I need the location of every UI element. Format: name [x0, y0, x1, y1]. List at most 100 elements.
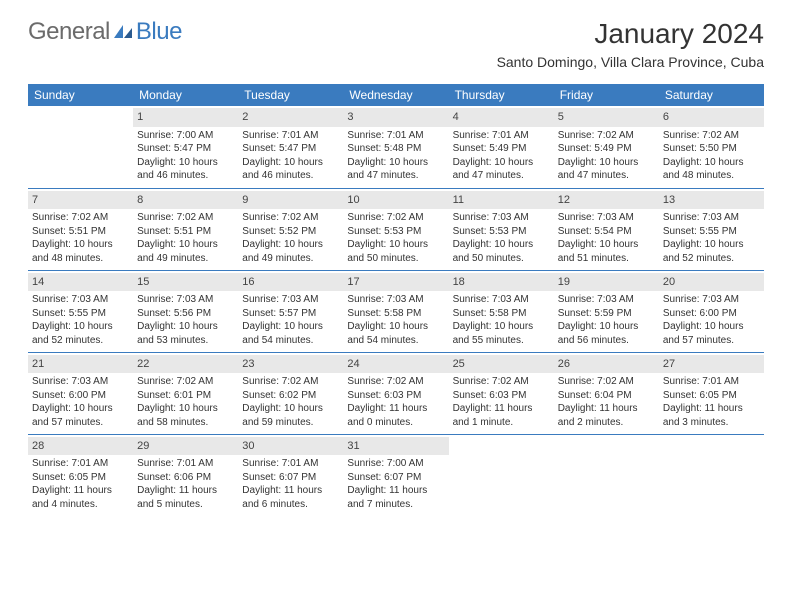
calendar-cell: 12Sunrise: 7:03 AMSunset: 5:54 PMDayligh…: [554, 188, 659, 270]
daylight-text: Daylight: 10 hours and 53 minutes.: [137, 320, 234, 347]
sunrise-text: Sunrise: 7:03 AM: [558, 211, 655, 225]
sunset-text: Sunset: 5:55 PM: [32, 307, 129, 321]
daylight-text: Daylight: 11 hours and 1 minute.: [453, 402, 550, 429]
calendar-cell: 7Sunrise: 7:02 AMSunset: 5:51 PMDaylight…: [28, 188, 133, 270]
daylight-text: Daylight: 10 hours and 54 minutes.: [242, 320, 339, 347]
logo-text-general: General: [28, 18, 110, 46]
sunset-text: Sunset: 5:56 PM: [137, 307, 234, 321]
calendar-week: 14Sunrise: 7:03 AMSunset: 5:55 PMDayligh…: [28, 270, 764, 352]
day-number: 29: [133, 437, 238, 456]
calendar-cell: 1Sunrise: 7:00 AMSunset: 5:47 PMDaylight…: [133, 106, 238, 188]
day-number: 30: [238, 437, 343, 456]
calendar-cell: 2Sunrise: 7:01 AMSunset: 5:47 PMDaylight…: [238, 106, 343, 188]
daylight-text: Daylight: 11 hours and 4 minutes.: [32, 484, 129, 511]
sunset-text: Sunset: 5:53 PM: [453, 225, 550, 239]
logo-sail-icon: [112, 24, 134, 40]
calendar-cell: 28Sunrise: 7:01 AMSunset: 6:05 PMDayligh…: [28, 434, 133, 516]
daylight-text: Daylight: 10 hours and 59 minutes.: [242, 402, 339, 429]
calendar-cell: 19Sunrise: 7:03 AMSunset: 5:59 PMDayligh…: [554, 270, 659, 352]
sunset-text: Sunset: 5:47 PM: [137, 142, 234, 156]
month-title: January 2024: [497, 18, 764, 50]
sunrise-text: Sunrise: 7:03 AM: [453, 211, 550, 225]
sunrise-text: Sunrise: 7:01 AM: [137, 457, 234, 471]
sunrise-text: Sunrise: 7:02 AM: [242, 211, 339, 225]
daylight-text: Daylight: 11 hours and 7 minutes.: [347, 484, 444, 511]
daylight-text: Daylight: 10 hours and 48 minutes.: [32, 238, 129, 265]
sunrise-text: Sunrise: 7:00 AM: [347, 457, 444, 471]
sunrise-text: Sunrise: 7:00 AM: [137, 129, 234, 143]
day-number: 4: [449, 108, 554, 127]
day-number: 22: [133, 355, 238, 374]
daylight-text: Daylight: 10 hours and 49 minutes.: [242, 238, 339, 265]
sunset-text: Sunset: 6:04 PM: [558, 389, 655, 403]
sunrise-text: Sunrise: 7:02 AM: [663, 129, 760, 143]
daylight-text: Daylight: 10 hours and 52 minutes.: [32, 320, 129, 347]
day-number: 18: [449, 273, 554, 292]
sunset-text: Sunset: 5:53 PM: [347, 225, 444, 239]
daylight-text: Daylight: 10 hours and 58 minutes.: [137, 402, 234, 429]
daylight-text: Daylight: 10 hours and 49 minutes.: [137, 238, 234, 265]
calendar-cell: 4Sunrise: 7:01 AMSunset: 5:49 PMDaylight…: [449, 106, 554, 188]
calendar-cell: 17Sunrise: 7:03 AMSunset: 5:58 PMDayligh…: [343, 270, 448, 352]
daylight-text: Daylight: 10 hours and 52 minutes.: [663, 238, 760, 265]
day-number: 12: [554, 191, 659, 210]
day-number: 23: [238, 355, 343, 374]
daylight-text: Daylight: 10 hours and 47 minutes.: [453, 156, 550, 183]
day-number: 28: [28, 437, 133, 456]
day-number: 9: [238, 191, 343, 210]
day-number: 8: [133, 191, 238, 210]
daylight-text: Daylight: 11 hours and 2 minutes.: [558, 402, 655, 429]
calendar-cell: 31Sunrise: 7:00 AMSunset: 6:07 PMDayligh…: [343, 434, 448, 516]
daylight-text: Daylight: 10 hours and 57 minutes.: [663, 320, 760, 347]
sunrise-text: Sunrise: 7:01 AM: [32, 457, 129, 471]
calendar-cell: 20Sunrise: 7:03 AMSunset: 6:00 PMDayligh…: [659, 270, 764, 352]
calendar-cell: 21Sunrise: 7:03 AMSunset: 6:00 PMDayligh…: [28, 352, 133, 434]
weekday-header: Saturday: [659, 84, 764, 106]
calendar-head: SundayMondayTuesdayWednesdayThursdayFrid…: [28, 84, 764, 106]
calendar-cell: [28, 106, 133, 188]
sunset-text: Sunset: 5:59 PM: [558, 307, 655, 321]
sunrise-text: Sunrise: 7:02 AM: [137, 211, 234, 225]
daylight-text: Daylight: 11 hours and 5 minutes.: [137, 484, 234, 511]
day-number: 19: [554, 273, 659, 292]
daylight-text: Daylight: 11 hours and 3 minutes.: [663, 402, 760, 429]
logo: General Blue: [28, 18, 182, 46]
day-number: 20: [659, 273, 764, 292]
sunrise-text: Sunrise: 7:02 AM: [453, 375, 550, 389]
sunset-text: Sunset: 5:52 PM: [242, 225, 339, 239]
calendar-cell: 25Sunrise: 7:02 AMSunset: 6:03 PMDayligh…: [449, 352, 554, 434]
sunset-text: Sunset: 6:07 PM: [242, 471, 339, 485]
sunrise-text: Sunrise: 7:03 AM: [558, 293, 655, 307]
sunrise-text: Sunrise: 7:03 AM: [453, 293, 550, 307]
weekday-header: Thursday: [449, 84, 554, 106]
day-number: 15: [133, 273, 238, 292]
sunset-text: Sunset: 6:05 PM: [32, 471, 129, 485]
daylight-text: Daylight: 11 hours and 0 minutes.: [347, 402, 444, 429]
sunset-text: Sunset: 5:55 PM: [663, 225, 760, 239]
sunset-text: Sunset: 6:06 PM: [137, 471, 234, 485]
calendar-cell: 29Sunrise: 7:01 AMSunset: 6:06 PMDayligh…: [133, 434, 238, 516]
day-number: 25: [449, 355, 554, 374]
sunset-text: Sunset: 6:03 PM: [453, 389, 550, 403]
daylight-text: Daylight: 11 hours and 6 minutes.: [242, 484, 339, 511]
title-block: January 2024 Santo Domingo, Villa Clara …: [497, 18, 764, 70]
day-number: 24: [343, 355, 448, 374]
calendar-body: 1Sunrise: 7:00 AMSunset: 5:47 PMDaylight…: [28, 106, 764, 516]
calendar-week: 1Sunrise: 7:00 AMSunset: 5:47 PMDaylight…: [28, 106, 764, 188]
sunrise-text: Sunrise: 7:03 AM: [32, 375, 129, 389]
daylight-text: Daylight: 10 hours and 46 minutes.: [242, 156, 339, 183]
calendar-week: 7Sunrise: 7:02 AMSunset: 5:51 PMDaylight…: [28, 188, 764, 270]
daylight-text: Daylight: 10 hours and 47 minutes.: [347, 156, 444, 183]
calendar-cell: 13Sunrise: 7:03 AMSunset: 5:55 PMDayligh…: [659, 188, 764, 270]
sunrise-text: Sunrise: 7:02 AM: [347, 375, 444, 389]
day-number: 17: [343, 273, 448, 292]
sunrise-text: Sunrise: 7:02 AM: [558, 375, 655, 389]
daylight-text: Daylight: 10 hours and 46 minutes.: [137, 156, 234, 183]
daylight-text: Daylight: 10 hours and 51 minutes.: [558, 238, 655, 265]
calendar-cell: 23Sunrise: 7:02 AMSunset: 6:02 PMDayligh…: [238, 352, 343, 434]
sunrise-text: Sunrise: 7:01 AM: [347, 129, 444, 143]
calendar-cell: 26Sunrise: 7:02 AMSunset: 6:04 PMDayligh…: [554, 352, 659, 434]
sunrise-text: Sunrise: 7:02 AM: [32, 211, 129, 225]
sunset-text: Sunset: 5:51 PM: [32, 225, 129, 239]
day-number: 26: [554, 355, 659, 374]
